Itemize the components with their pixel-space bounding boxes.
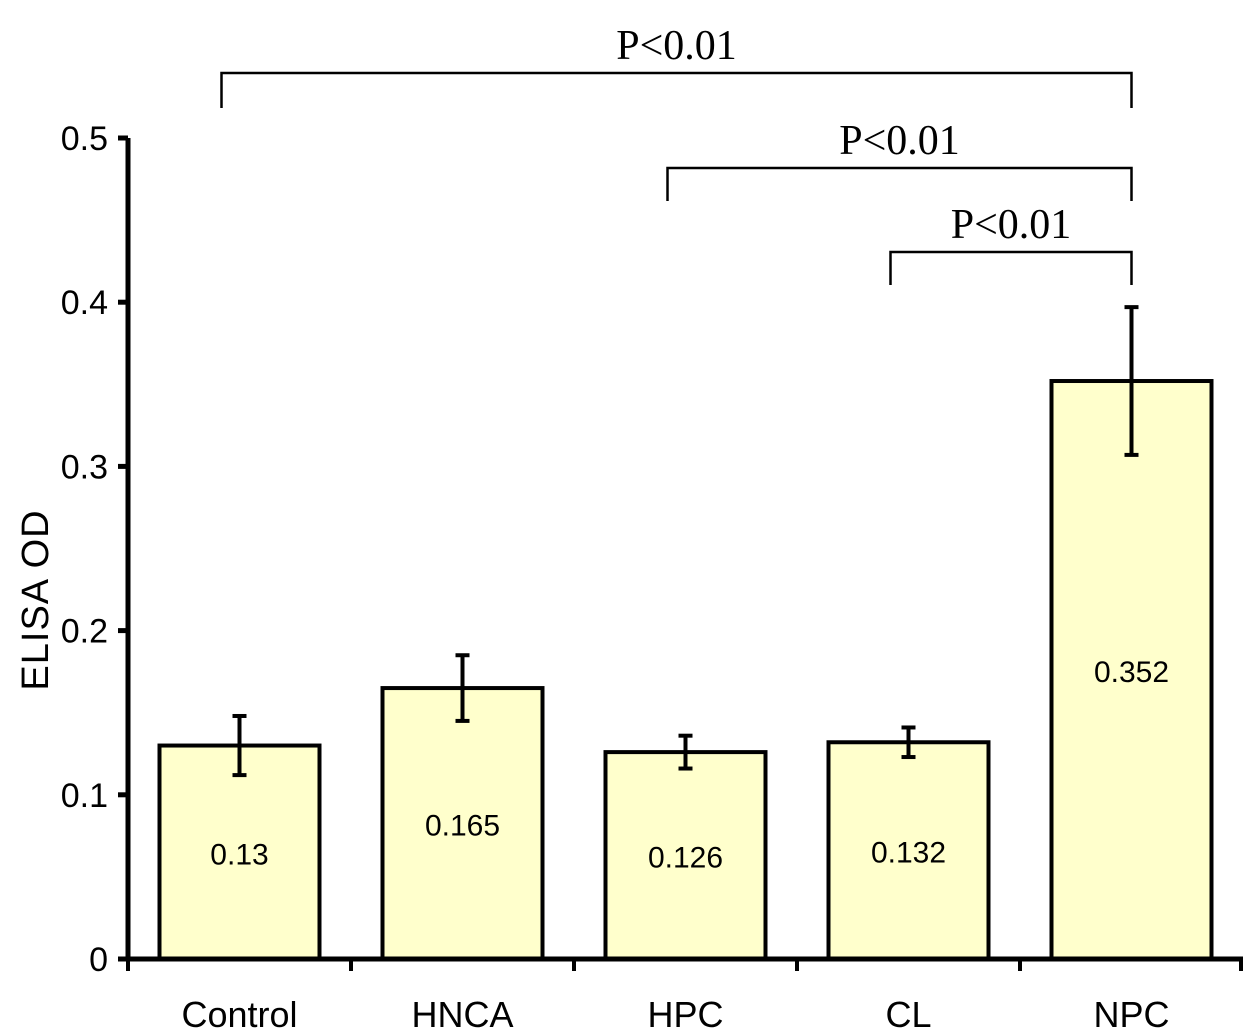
bar-value-label: 0.13	[210, 838, 268, 871]
bar-value-label: 0.352	[1094, 656, 1169, 689]
y-tick-label: 0.4	[61, 284, 108, 322]
x-tick-label-hnca: HNCA	[411, 994, 513, 1032]
bar-cl	[826, 740, 991, 961]
significance-bracket	[889, 250, 1133, 285]
y-tick-label: 0.1	[61, 777, 108, 815]
x-tick-label-control: Control	[181, 994, 297, 1032]
y-tick-label: 0.2	[61, 613, 108, 651]
y-axis-title: ELISA OD	[15, 509, 57, 690]
y-tick-label: 0.5	[61, 120, 108, 158]
significance-label: P<0.01	[839, 118, 960, 164]
bar-value-label: 0.165	[425, 810, 500, 843]
x-tick-label-cl: CL	[885, 994, 931, 1032]
x-tick-label-hpc: HPC	[647, 994, 723, 1032]
bar-hnca	[380, 686, 545, 961]
y-tick-label: 0	[89, 941, 108, 979]
significance-label: P<0.01	[951, 202, 1072, 248]
significance-bracket	[220, 71, 1133, 108]
significance-label: P<0.01	[616, 23, 737, 69]
bar-value-label: 0.126	[648, 842, 723, 875]
y-tick-label: 0.3	[61, 448, 108, 486]
x-tick-label-npc: NPC	[1093, 994, 1169, 1032]
bar-value-label: 0.132	[871, 837, 946, 870]
significance-bracket	[666, 166, 1133, 201]
bar-control	[157, 743, 322, 961]
